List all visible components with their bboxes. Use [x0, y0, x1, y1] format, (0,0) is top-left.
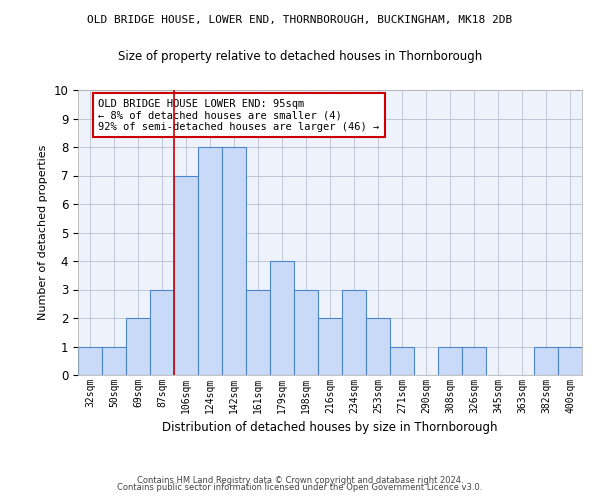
Bar	[462, 346, 486, 375]
Bar	[294, 290, 318, 375]
Bar	[390, 346, 414, 375]
Text: OLD BRIDGE HOUSE LOWER END: 95sqm
← 8% of detached houses are smaller (4)
92% of: OLD BRIDGE HOUSE LOWER END: 95sqm ← 8% o…	[98, 98, 380, 132]
Bar	[534, 346, 558, 375]
Text: Contains public sector information licensed under the Open Government Licence v3: Contains public sector information licen…	[118, 484, 482, 492]
Bar	[558, 346, 582, 375]
Y-axis label: Number of detached properties: Number of detached properties	[38, 145, 48, 320]
Bar	[270, 261, 294, 375]
Bar	[102, 346, 126, 375]
Bar	[198, 147, 222, 375]
Bar	[78, 346, 102, 375]
Text: Contains HM Land Registry data © Crown copyright and database right 2024.: Contains HM Land Registry data © Crown c…	[137, 476, 463, 485]
Text: OLD BRIDGE HOUSE, LOWER END, THORNBOROUGH, BUCKINGHAM, MK18 2DB: OLD BRIDGE HOUSE, LOWER END, THORNBOROUG…	[88, 15, 512, 25]
Bar	[342, 290, 366, 375]
Bar	[222, 147, 246, 375]
Bar	[174, 176, 198, 375]
Bar	[246, 290, 270, 375]
Bar	[150, 290, 174, 375]
Bar	[126, 318, 150, 375]
Bar	[366, 318, 390, 375]
Bar	[438, 346, 462, 375]
X-axis label: Distribution of detached houses by size in Thornborough: Distribution of detached houses by size …	[162, 422, 498, 434]
Bar	[318, 318, 342, 375]
Text: Size of property relative to detached houses in Thornborough: Size of property relative to detached ho…	[118, 50, 482, 63]
